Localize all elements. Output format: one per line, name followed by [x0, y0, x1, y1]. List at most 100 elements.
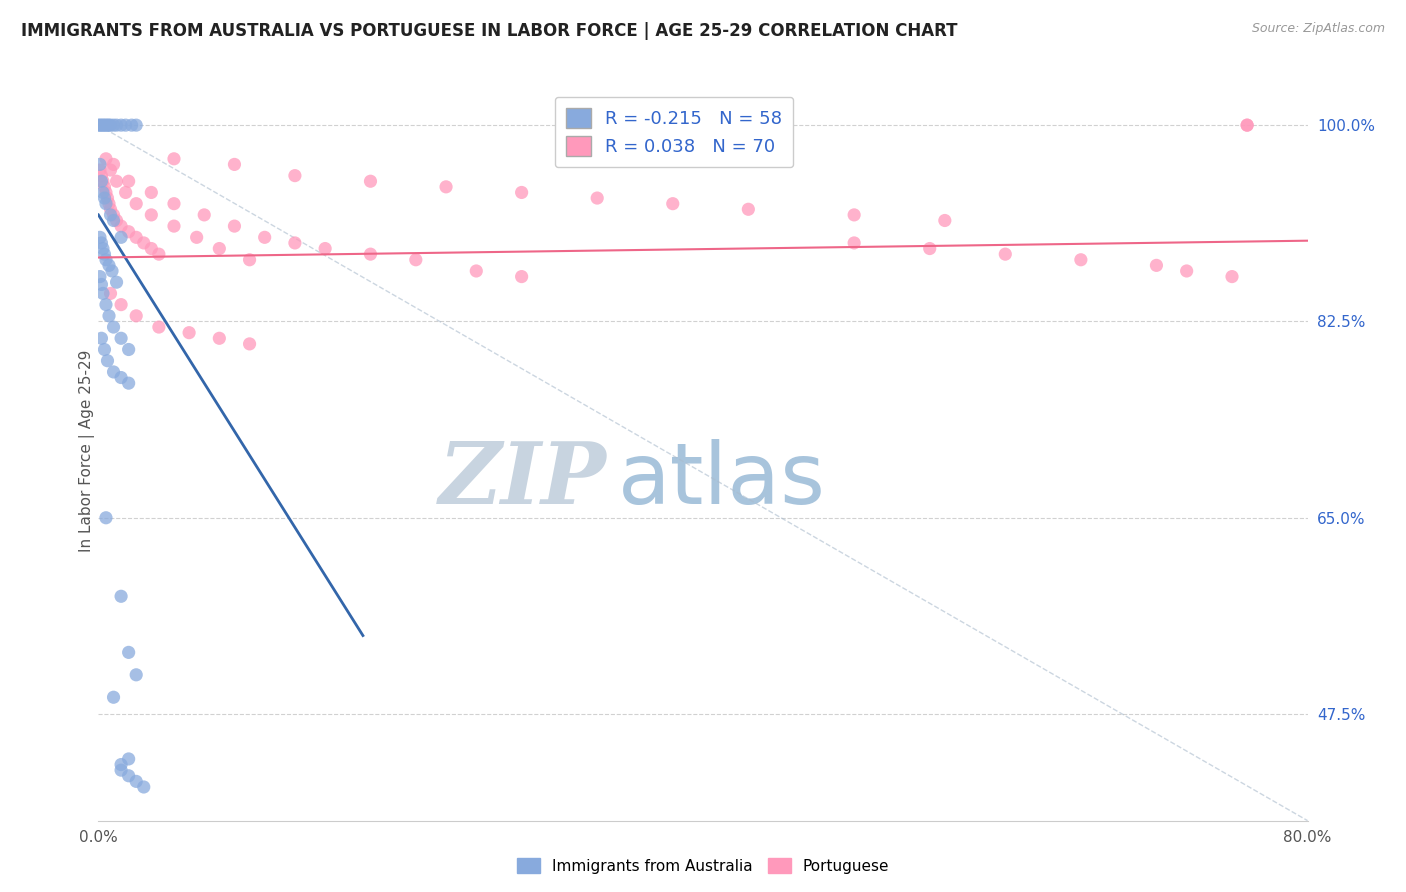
Point [103, 213, 125, 227]
Point [118, 225, 141, 239]
Point [239, 252, 262, 267]
Legend: R = -0.215   N = 58, R = 0.038   N = 70: R = -0.215 N = 58, R = 0.038 N = 70 [555, 96, 793, 168]
Point [89, 118, 111, 132]
Point [103, 320, 125, 334]
Point [163, 152, 186, 166]
Point [100, 208, 122, 222]
Point [1070, 252, 1092, 267]
Point [163, 219, 186, 233]
Point [208, 242, 231, 256]
Point [844, 235, 866, 250]
Point [148, 320, 170, 334]
Legend: Immigrants from Australia, Portuguese: Immigrants from Australia, Portuguese [510, 852, 896, 880]
Point [103, 118, 125, 132]
Point [90, 331, 112, 345]
Point [163, 196, 186, 211]
Point [90, 169, 112, 183]
Point [98, 196, 121, 211]
Point [661, 196, 683, 211]
Point [110, 370, 132, 384]
Point [118, 343, 141, 357]
Point [132, 235, 155, 250]
Text: IMMIGRANTS FROM AUSTRALIA VS PORTUGUESE IN LABOR FORCE | AGE 25-29 CORRELATION C: IMMIGRANTS FROM AUSTRALIA VS PORTUGUESE … [21, 22, 957, 40]
Point [737, 202, 759, 217]
Point [934, 213, 956, 227]
Point [118, 752, 141, 766]
Point [100, 202, 122, 217]
Y-axis label: In Labor Force | Age 25-29: In Labor Force | Age 25-29 [79, 350, 96, 551]
Point [103, 690, 125, 705]
Point [994, 247, 1017, 261]
Point [94, 252, 117, 267]
Point [101, 264, 124, 278]
Point [98, 259, 121, 273]
Point [94, 186, 117, 200]
Point [91, 286, 114, 301]
Point [110, 219, 132, 233]
Point [94, 510, 117, 524]
Point [94, 298, 117, 312]
Point [405, 252, 427, 267]
Point [96, 191, 118, 205]
Point [105, 174, 128, 188]
Point [90, 235, 112, 250]
Point [586, 191, 609, 205]
Point [179, 326, 201, 340]
Point [90, 174, 112, 188]
Point [360, 174, 382, 188]
Point [90, 277, 112, 292]
Text: atlas: atlas [619, 439, 827, 522]
Point [103, 157, 125, 171]
Point [132, 780, 155, 794]
Point [110, 118, 132, 132]
Point [91, 118, 114, 132]
Point [105, 118, 128, 132]
Point [1144, 259, 1167, 273]
Point [253, 230, 276, 244]
Point [1236, 118, 1258, 132]
Point [110, 589, 132, 603]
Point [193, 208, 215, 222]
Point [110, 763, 132, 777]
Point [91, 174, 114, 188]
Point [87, 118, 110, 132]
Point [103, 365, 125, 379]
Point [125, 230, 148, 244]
Point [93, 191, 115, 205]
Point [1236, 118, 1258, 132]
Point [89, 163, 111, 178]
Point [98, 118, 121, 132]
Point [125, 118, 148, 132]
Point [121, 118, 143, 132]
Point [110, 757, 132, 772]
Point [94, 152, 117, 166]
Point [94, 118, 117, 132]
Point [100, 118, 122, 132]
Point [148, 247, 170, 261]
Point [141, 186, 163, 200]
Point [360, 247, 382, 261]
Point [118, 174, 141, 188]
Point [105, 275, 128, 289]
Point [93, 247, 115, 261]
Point [96, 118, 118, 132]
Point [125, 668, 148, 682]
Point [89, 157, 111, 171]
Point [284, 169, 307, 183]
Point [118, 645, 141, 659]
Point [239, 337, 262, 351]
Point [94, 196, 117, 211]
Point [103, 208, 125, 222]
Point [93, 179, 115, 194]
Point [465, 264, 488, 278]
Point [114, 186, 136, 200]
Text: ZIP: ZIP [439, 438, 606, 522]
Point [89, 230, 111, 244]
Point [118, 376, 141, 391]
Point [100, 286, 122, 301]
Point [90, 118, 112, 132]
Point [844, 208, 866, 222]
Point [110, 230, 132, 244]
Point [510, 186, 533, 200]
Point [186, 230, 208, 244]
